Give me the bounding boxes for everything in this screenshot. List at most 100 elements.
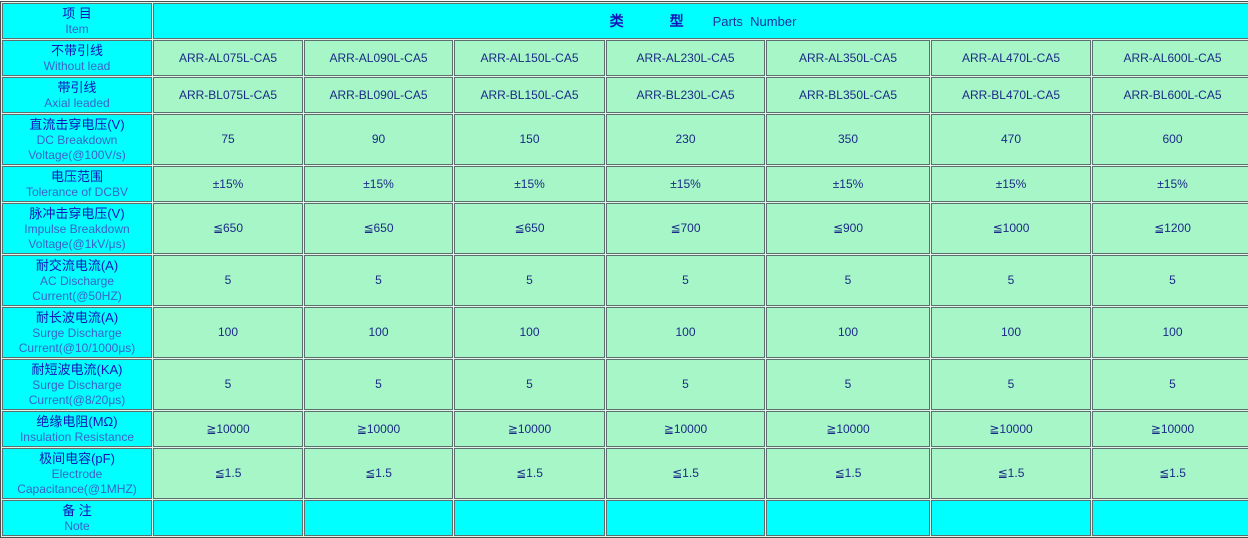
row-label-en: Surge Discharge Current(@8/20μs) — [28, 378, 126, 407]
cell-note-1 — [153, 500, 303, 536]
cell-surge-discharge-current-long-1: 100 — [153, 307, 303, 358]
row-label-note: 备 注 Note — [2, 500, 152, 536]
table-row-ac-discharge-current: 耐交流电流(A) AC Discharge Current(@50HZ) 5 5 5 5 5… — [2, 255, 1248, 306]
table-row-insulation-resistance: 绝缘电阻(MΩ) Insulation Resistance ≧10000 ≧1000… — [2, 411, 1248, 447]
row-label-ac-discharge-current: 耐交流电流(A) AC Discharge Current(@50HZ) — [2, 255, 152, 306]
cell-electrode-capacitance-5: ≦1.5 — [766, 448, 930, 499]
cell-insulation-resistance-4: ≧10000 — [606, 411, 765, 447]
cell-surge-discharge-current-short-7: 5 — [1092, 359, 1248, 410]
row-label-zh: 脉冲击穿电压(V) — [29, 206, 125, 221]
row-label-en: Impulse Breakdown Voltage(@1kV/μs) — [24, 222, 130, 251]
cell-note-6 — [931, 500, 1091, 536]
row-label-en: Without lead — [43, 59, 111, 73]
cell-axial-leaded-4: ARR-BL230L-CA5 — [606, 77, 765, 113]
cell-surge-discharge-current-long-3: 100 — [454, 307, 605, 358]
row-label-en: Note — [64, 519, 90, 533]
row-label-en: Insulation Resistance — [19, 430, 135, 444]
cell-ac-discharge-current-5: 5 — [766, 255, 930, 306]
cell-impulse-breakdown-voltage-5: ≦900 — [766, 203, 930, 254]
cell-dc-breakdown-voltage-7: 600 — [1092, 114, 1248, 165]
row-label-en: AC Discharge Current(@50HZ) — [32, 274, 122, 303]
type-header-en: Parts Number — [712, 14, 797, 29]
row-label-zh: 带引线 — [57, 80, 97, 95]
cell-insulation-resistance-2: ≧10000 — [304, 411, 453, 447]
table-row-surge-discharge-current-short: 耐短波电流(KA) Surge Discharge Current(@8/20μs… — [2, 359, 1248, 410]
cell-surge-discharge-current-long-7: 100 — [1092, 307, 1248, 358]
cell-note-5 — [766, 500, 930, 536]
row-label-en: DC Breakdown Voltage(@100V/s) — [28, 133, 126, 162]
cell-ac-discharge-current-1: 5 — [153, 255, 303, 306]
table-row-note: 备 注 Note — [2, 500, 1248, 536]
table-row-surge-discharge-current-long: 耐长波电流(A) Surge Discharge Current(@10/1000… — [2, 307, 1248, 358]
cell-axial-leaded-6: ARR-BL470L-CA5 — [931, 77, 1091, 113]
row-label-zh: 绝缘电阻(MΩ) — [36, 414, 118, 429]
row-label-without-lead: 不带引线 Without lead — [2, 40, 152, 76]
cell-surge-discharge-current-short-6: 5 — [931, 359, 1091, 410]
cell-tolerance-of-dcbv-6: ±15% — [931, 166, 1091, 202]
table-row-electrode-capacitance: 极间电容(pF) Electrode Capacitance(@1MHZ) ≦1.5… — [2, 448, 1248, 499]
table-row-tolerance-of-dcbv: 电压范围 Tolerance of DCBV ±15% ±15% ±15% ±15% ±15… — [2, 166, 1248, 202]
cell-impulse-breakdown-voltage-4: ≦700 — [606, 203, 765, 254]
cell-without-lead-5: ARR-AL350L-CA5 — [766, 40, 930, 76]
cell-tolerance-of-dcbv-1: ±15% — [153, 166, 303, 202]
cell-tolerance-of-dcbv-7: ±15% — [1092, 166, 1248, 202]
row-label-insulation-resistance: 绝缘电阻(MΩ) Insulation Resistance — [2, 411, 152, 447]
cell-without-lead-4: ARR-AL230L-CA5 — [606, 40, 765, 76]
cell-axial-leaded-2: ARR-BL090L-CA5 — [304, 77, 453, 113]
row-label-en: Tolerance of DCBV — [25, 185, 129, 199]
cell-surge-discharge-current-long-5: 100 — [766, 307, 930, 358]
cell-surge-discharge-current-short-1: 5 — [153, 359, 303, 410]
cell-note-3 — [454, 500, 605, 536]
row-label-zh: 耐长波电流(A) — [35, 310, 119, 325]
cell-dc-breakdown-voltage-4: 230 — [606, 114, 765, 165]
parts-number-header-cell: 类 型 Parts Number — [153, 3, 1248, 39]
cell-surge-discharge-current-long-6: 100 — [931, 307, 1091, 358]
cell-note-2 — [304, 500, 453, 536]
parts-number-header-text: 类 型 Parts Number — [610, 13, 797, 30]
row-label-tolerance-of-dcbv: 电压范围 Tolerance of DCBV — [2, 166, 152, 202]
item-header-en: Item — [65, 22, 89, 36]
cell-note-4 — [606, 500, 765, 536]
cell-axial-leaded-3: ARR-BL150L-CA5 — [454, 77, 605, 113]
cell-impulse-breakdown-voltage-1: ≦650 — [153, 203, 303, 254]
row-label-en: Axial leaded — [44, 96, 110, 110]
cell-tolerance-of-dcbv-4: ±15% — [606, 166, 765, 202]
item-header-zh: 项 目 — [62, 6, 92, 21]
table-row-dc-breakdown-voltage: 直流击穿电压(V) DC Breakdown Voltage(@100V/s) 75… — [2, 114, 1248, 165]
cell-tolerance-of-dcbv-2: ±15% — [304, 166, 453, 202]
cell-without-lead-2: ARR-AL090L-CA5 — [304, 40, 453, 76]
row-label-zh: 耐交流电流(A) — [35, 258, 119, 273]
cell-electrode-capacitance-3: ≦1.5 — [454, 448, 605, 499]
row-label-zh: 直流击穿电压(V) — [29, 117, 125, 132]
cell-surge-discharge-current-short-3: 5 — [454, 359, 605, 410]
cell-impulse-breakdown-voltage-2: ≦650 — [304, 203, 453, 254]
item-header-cell: 项 目 Item — [2, 3, 152, 39]
cell-dc-breakdown-voltage-1: 75 — [153, 114, 303, 165]
cell-ac-discharge-current-3: 5 — [454, 255, 605, 306]
row-label-zh: 备 注 — [62, 503, 92, 518]
cell-dc-breakdown-voltage-3: 150 — [454, 114, 605, 165]
cell-electrode-capacitance-4: ≦1.5 — [606, 448, 765, 499]
cell-insulation-resistance-6: ≧10000 — [931, 411, 1091, 447]
row-label-zh: 不带引线 — [50, 43, 103, 58]
spec-table-body: 不带引线 Without lead ARR-AL075L-CA5 ARR-AL090L… — [2, 40, 1248, 536]
cell-ac-discharge-current-6: 5 — [931, 255, 1091, 306]
row-label-en: Surge Discharge Current(@10/1000μs) — [18, 326, 136, 355]
cell-axial-leaded-1: ARR-BL075L-CA5 — [153, 77, 303, 113]
row-label-electrode-capacitance: 极间电容(pF) Electrode Capacitance(@1MHZ) — [2, 448, 152, 499]
cell-impulse-breakdown-voltage-6: ≦1000 — [931, 203, 1091, 254]
cell-ac-discharge-current-2: 5 — [304, 255, 453, 306]
cell-electrode-capacitance-7: ≦1.5 — [1092, 448, 1248, 499]
table-row-axial-leaded: 带引线 Axial leaded ARR-BL075L-CA5 ARR-BL090L-… — [2, 77, 1248, 113]
cell-without-lead-6: ARR-AL470L-CA5 — [931, 40, 1091, 76]
row-label-en: Electrode Capacitance(@1MHZ) — [17, 467, 137, 496]
cell-surge-discharge-current-long-4: 100 — [606, 307, 765, 358]
cell-surge-discharge-current-short-5: 5 — [766, 359, 930, 410]
cell-insulation-resistance-5: ≧10000 — [766, 411, 930, 447]
cell-insulation-resistance-3: ≧10000 — [454, 411, 605, 447]
cell-ac-discharge-current-7: 5 — [1092, 255, 1248, 306]
cell-note-7 — [1092, 500, 1248, 536]
row-label-surge-discharge-current-short: 耐短波电流(KA) Surge Discharge Current(@8/20μs… — [2, 359, 152, 410]
